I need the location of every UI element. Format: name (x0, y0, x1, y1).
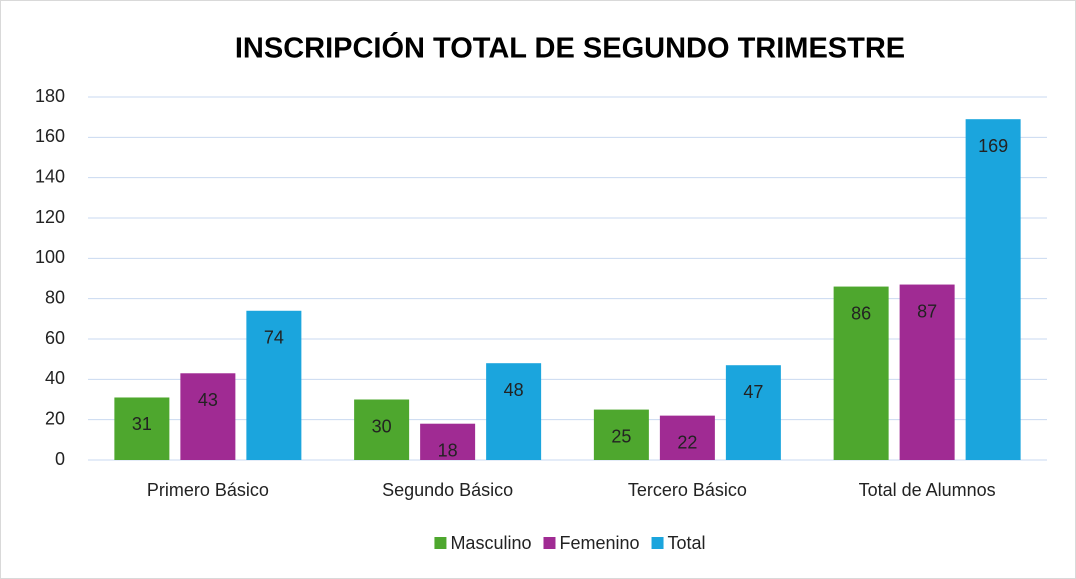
data-label: 47 (743, 382, 763, 402)
y-tick-label: 180 (35, 86, 65, 106)
y-tick-label: 140 (35, 166, 65, 186)
y-tick-label: 60 (45, 328, 65, 348)
bar (246, 310, 302, 460)
data-label: 31 (132, 414, 152, 434)
data-label: 22 (677, 432, 697, 452)
data-label: 86 (851, 303, 871, 323)
data-label: 87 (917, 301, 937, 321)
legend-swatch (651, 537, 664, 549)
y-tick-label: 0 (55, 449, 65, 469)
x-tick-label: Segundo Básico (382, 480, 513, 500)
bar (659, 415, 715, 460)
bar (420, 423, 476, 460)
legend-label: Femenino (559, 533, 639, 553)
y-tick-label: 80 (45, 287, 65, 307)
legend-swatch (543, 537, 556, 549)
data-label: 74 (264, 328, 284, 348)
data-label: 25 (611, 426, 631, 446)
bar (486, 363, 542, 460)
bar (114, 397, 170, 460)
data-label: 169 (978, 136, 1008, 156)
bar (833, 286, 889, 460)
data-label: 18 (438, 440, 458, 460)
x-tick-label: Primero Básico (147, 480, 269, 500)
bar (725, 365, 781, 460)
legend-swatch (434, 537, 447, 549)
y-tick-label: 100 (35, 247, 65, 267)
y-tick-label: 120 (35, 207, 65, 227)
y-tick-label: 160 (35, 126, 65, 146)
data-label: 48 (504, 380, 524, 400)
y-tick-label: 20 (45, 408, 65, 428)
bar (965, 119, 1021, 460)
bar (180, 373, 236, 460)
chart-title: INSCRIPCIÓN TOTAL DE SEGUNDO TRIMESTRE (235, 31, 905, 65)
data-label: 30 (372, 416, 392, 436)
x-tick-label: Total de Alumnos (859, 480, 996, 500)
bar (593, 409, 649, 460)
bar (354, 399, 410, 460)
y-tick-label: 40 (45, 368, 65, 388)
bar (899, 284, 955, 460)
legend: Masculino Femenino Total (434, 533, 706, 553)
data-label: 43 (198, 390, 218, 410)
x-tick-label: Tercero Básico (628, 480, 747, 500)
legend-label: Masculino (450, 533, 531, 553)
legend-label: Total (668, 533, 706, 553)
